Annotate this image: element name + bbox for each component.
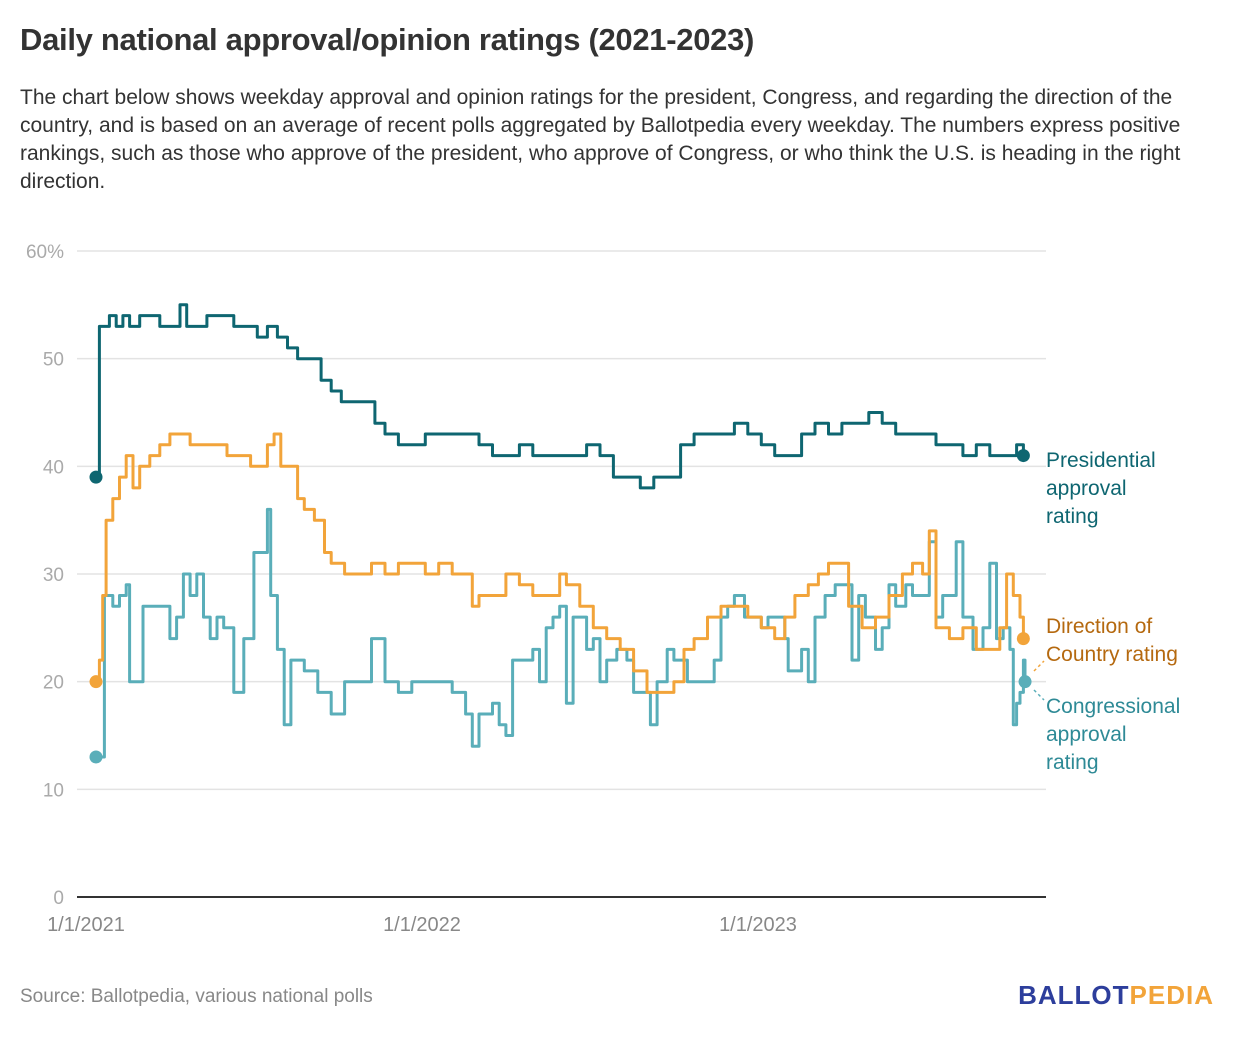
- series-line-0: [96, 303, 1025, 490]
- x-tick-label: 1/1/2023: [719, 914, 797, 936]
- logo-part-ballot: BALLOT: [1018, 980, 1130, 1010]
- series-label: approval: [1046, 723, 1127, 746]
- y-tick-label: 40: [43, 457, 64, 478]
- series-start-marker: [89, 470, 103, 484]
- series-lines: [89, 303, 1032, 764]
- series-line-2: [96, 507, 1027, 759]
- x-tick-label: 1/1/2022: [383, 914, 461, 936]
- chart-title: Daily national approval/opinion ratings …: [20, 22, 755, 57]
- y-tick-label: 30: [43, 565, 64, 586]
- series-start-marker: [89, 675, 103, 689]
- y-tick-label: 10: [43, 780, 64, 801]
- series-start-marker: [89, 750, 103, 764]
- gridlines: [77, 250, 1046, 898]
- series-labels: Presidential approval rating Direction of Co…: [1033, 449, 1180, 774]
- series-label: approval: [1046, 477, 1127, 500]
- series-label: Country rating: [1046, 643, 1178, 666]
- y-axis-ticks: 0 10 20 30 40 50 60%: [26, 242, 64, 909]
- series-end-marker: [1016, 449, 1030, 463]
- series-label: Presidential: [1046, 449, 1156, 472]
- series-label: Congressional: [1046, 695, 1180, 718]
- ballotpedia-logo[interactable]: BALLOTPEDIA: [1018, 980, 1214, 1011]
- series-end-marker: [1016, 632, 1030, 646]
- label-connector: [1033, 660, 1045, 672]
- series-label: Direction of: [1046, 615, 1152, 638]
- series-label: rating: [1046, 751, 1099, 774]
- y-tick-label: 20: [43, 673, 64, 694]
- x-tick-label: 1/1/2021: [47, 914, 125, 936]
- series-line-1: [96, 432, 1025, 694]
- logo-part-pedia: PEDIA: [1129, 980, 1214, 1010]
- label-connector: [1033, 689, 1045, 701]
- y-tick-label: 0: [53, 888, 64, 909]
- x-axis-ticks: 1/1/2021 1/1/2022 1/1/2023: [47, 914, 797, 936]
- series-end-marker: [1018, 675, 1032, 689]
- chart-description: The chart below shows weekday approval a…: [20, 86, 1181, 193]
- series-label: rating: [1046, 505, 1099, 528]
- y-tick-label: 50: [43, 350, 64, 371]
- y-tick-label: 60%: [26, 242, 64, 263]
- source-note: Source: Ballotpedia, various national po…: [20, 986, 373, 1007]
